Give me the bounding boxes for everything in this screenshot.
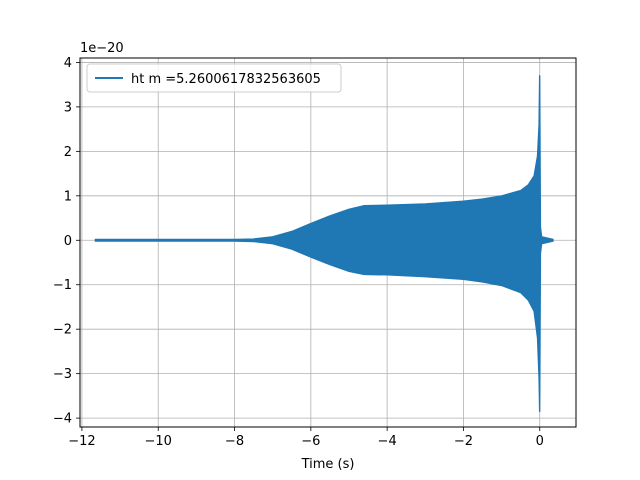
- y-tick-label: −3: [53, 367, 72, 382]
- x-axis-label: Time (s): [301, 457, 355, 472]
- y-tick-label: 0: [64, 234, 72, 249]
- series-layer: [94, 75, 554, 413]
- y-tick-label: −1: [53, 278, 72, 293]
- x-tick-label: −4: [378, 434, 397, 449]
- x-tick-label: −2: [454, 434, 473, 449]
- y-tick-label: 4: [64, 56, 72, 71]
- y-tick-label: −4: [53, 412, 72, 427]
- x-tick-label: −8: [225, 434, 244, 449]
- y-tick-label: 3: [64, 100, 72, 115]
- x-tick-label: −6: [301, 434, 320, 449]
- x-axis: −12 −10 −8 −6 −4 −2 0: [68, 427, 544, 449]
- plot-frame: [79, 57, 577, 428]
- x-tick-label: −12: [68, 434, 95, 449]
- y-offset-label: 1e−20: [80, 41, 124, 56]
- series-waveform-envelope: [94, 75, 554, 413]
- legend-entry-label: ht m =5.2600617832563605: [131, 72, 321, 87]
- legend: ht m =5.2600617832563605: [86, 63, 342, 93]
- x-tick-label: −10: [144, 434, 171, 449]
- y-axis: −4 −3 −2 −1 0 1 2 3 4: [53, 56, 80, 427]
- legend-box: [86, 63, 342, 93]
- y-tick-label: −2: [53, 323, 72, 338]
- x-tick-label: 0: [536, 434, 544, 449]
- y-tick-label: 1: [64, 189, 72, 204]
- y-tick-label: 2: [64, 145, 72, 160]
